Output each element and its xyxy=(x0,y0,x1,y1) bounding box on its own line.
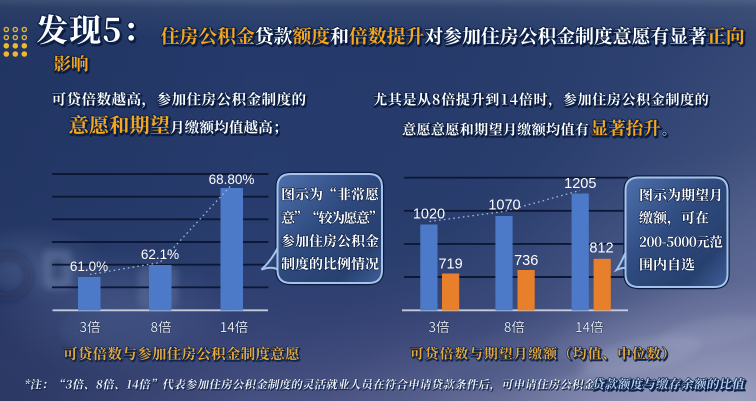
svg-text:812: 812 xyxy=(589,240,613,256)
svg-text:1020: 1020 xyxy=(413,207,445,223)
svg-text:719: 719 xyxy=(438,256,462,272)
svg-text:1205: 1205 xyxy=(564,176,596,192)
svg-text:736: 736 xyxy=(514,253,538,269)
svg-text:1070: 1070 xyxy=(488,197,520,213)
svg-text:61.0%: 61.0% xyxy=(70,259,108,274)
svg-text:62.1%: 62.1% xyxy=(141,247,179,262)
svg-text:68.80%: 68.80% xyxy=(209,172,255,187)
